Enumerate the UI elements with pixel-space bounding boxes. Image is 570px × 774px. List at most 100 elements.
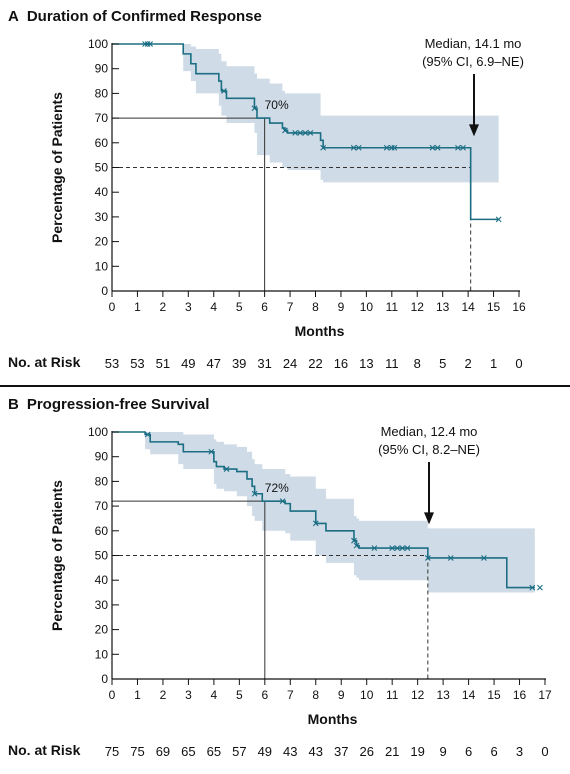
x-tick-label: 0 bbox=[109, 688, 116, 702]
x-tick-label: 5 bbox=[236, 688, 243, 702]
x-tick-label: 17 bbox=[538, 688, 552, 702]
censor-mark bbox=[391, 144, 398, 151]
censor-mark bbox=[282, 127, 288, 134]
censor-mark bbox=[455, 144, 461, 151]
censor-mark bbox=[388, 144, 395, 151]
y-tick-label: 0 bbox=[101, 672, 108, 686]
x-tick-label: 7 bbox=[287, 300, 294, 314]
censor-mark bbox=[355, 144, 362, 151]
risk-value: 31 bbox=[257, 356, 271, 371]
panel-divider bbox=[0, 385, 570, 387]
risk-value: 43 bbox=[309, 744, 323, 759]
panel-title: A Duration of Confirmed Response bbox=[8, 8, 262, 25]
censor-mark bbox=[221, 88, 227, 94]
median-ci-label: (95% CI, 8.2–NE) bbox=[378, 442, 480, 457]
panel-b: B Progression-free Survival 0 10 20 30 40 50 60… bbox=[0, 388, 570, 774]
censor-mark bbox=[460, 144, 466, 151]
risk-value: 13 bbox=[359, 356, 373, 371]
censor-mark bbox=[537, 584, 543, 591]
risk-value: 6 bbox=[465, 744, 472, 759]
x-tick-label: 1 bbox=[134, 300, 141, 314]
y-tick-label: 60 bbox=[95, 136, 109, 150]
x-tick-label: 4 bbox=[210, 300, 217, 314]
y-tick-label: 20 bbox=[95, 235, 109, 249]
censor-mark bbox=[312, 520, 319, 527]
panel-title-text: Progression-free Survival bbox=[26, 396, 210, 413]
x-tick-label: 8 bbox=[312, 688, 319, 702]
risk-value: 0 bbox=[541, 744, 548, 759]
censor-mark bbox=[404, 545, 411, 551]
x-tick-label: 12 bbox=[411, 688, 425, 702]
risk-value: 75 bbox=[105, 744, 119, 759]
panel-letter: B bbox=[8, 396, 19, 413]
x-tick-label: 0 bbox=[109, 300, 116, 314]
censor-mark bbox=[144, 41, 151, 47]
x-tick-label: 12 bbox=[411, 300, 425, 314]
risk-value: 2 bbox=[465, 356, 472, 371]
y-axis-label: Percentage of Patients bbox=[49, 480, 65, 631]
censor-mark bbox=[389, 545, 396, 551]
censor-mark bbox=[529, 584, 536, 591]
censor-mark bbox=[353, 542, 360, 549]
censor-mark bbox=[371, 545, 378, 551]
confidence-band bbox=[112, 432, 535, 593]
risk-value: 0 bbox=[515, 356, 522, 371]
x-tick-label: 13 bbox=[436, 688, 450, 702]
y-tick-label: 40 bbox=[95, 573, 109, 587]
censor-mark bbox=[350, 144, 357, 151]
x-tick-label: 7 bbox=[287, 688, 294, 702]
x-tick-label: 11 bbox=[386, 300, 399, 314]
survival-curve bbox=[112, 431, 535, 589]
risk-value: 8 bbox=[414, 356, 421, 371]
risk-value: 43 bbox=[283, 744, 297, 759]
censor-mark bbox=[429, 144, 436, 151]
median-arrow-head bbox=[424, 512, 434, 525]
y-tick-label: 10 bbox=[95, 647, 109, 661]
panel-a: A Duration of Confirmed Response 0 10 20 30 4… bbox=[0, 0, 570, 386]
censor-mark bbox=[320, 144, 327, 151]
y-tick-label: 70 bbox=[95, 499, 109, 513]
y-tick-label: 70 bbox=[95, 111, 109, 125]
y-tick-label: 100 bbox=[88, 37, 108, 51]
censor-mark bbox=[223, 466, 230, 472]
risk-value: 39 bbox=[232, 356, 246, 371]
censor-mark bbox=[302, 130, 309, 136]
reference-percent-label: 70% bbox=[265, 98, 289, 112]
risk-value: 26 bbox=[359, 744, 373, 759]
x-tick-label: 2 bbox=[160, 300, 167, 314]
censor-mark bbox=[147, 41, 154, 47]
risk-value: 49 bbox=[181, 356, 195, 371]
x-tick-label: 2 bbox=[160, 688, 167, 702]
risk-value: 65 bbox=[181, 744, 195, 759]
censor-mark bbox=[251, 105, 258, 112]
risk-value: 49 bbox=[258, 744, 272, 759]
risk-value: 1 bbox=[490, 356, 497, 371]
x-tick-label: 6 bbox=[261, 300, 268, 314]
panel-title: B Progression-free Survival bbox=[8, 396, 209, 413]
risk-value: 5 bbox=[439, 356, 446, 371]
risk-value: 51 bbox=[156, 356, 170, 371]
x-tick-label: 14 bbox=[462, 688, 476, 702]
risk-value: 3 bbox=[516, 744, 523, 759]
censor-mark bbox=[142, 41, 148, 47]
y-tick-label: 100 bbox=[88, 425, 108, 439]
y-tick-label: 0 bbox=[101, 284, 108, 298]
censor-mark bbox=[434, 144, 441, 151]
panel-title-text: Duration of Confirmed Response bbox=[26, 8, 262, 25]
censor-mark bbox=[351, 537, 357, 544]
survival-curve bbox=[112, 43, 499, 221]
x-tick-label: 1 bbox=[134, 688, 141, 702]
y-tick-label: 30 bbox=[95, 598, 109, 612]
censor-mark bbox=[495, 216, 502, 223]
y-tick-label: 90 bbox=[95, 62, 109, 76]
risk-value: 9 bbox=[440, 744, 447, 759]
risk-value: 75 bbox=[130, 744, 144, 759]
median-ci-label: (95% CI, 6.9–NE) bbox=[422, 54, 524, 69]
x-axis-label: Months bbox=[295, 323, 345, 339]
censor-mark bbox=[251, 490, 258, 497]
x-tick-label: 16 bbox=[513, 688, 527, 702]
x-tick-label: 14 bbox=[461, 300, 475, 314]
x-tick-label: 13 bbox=[436, 300, 450, 314]
